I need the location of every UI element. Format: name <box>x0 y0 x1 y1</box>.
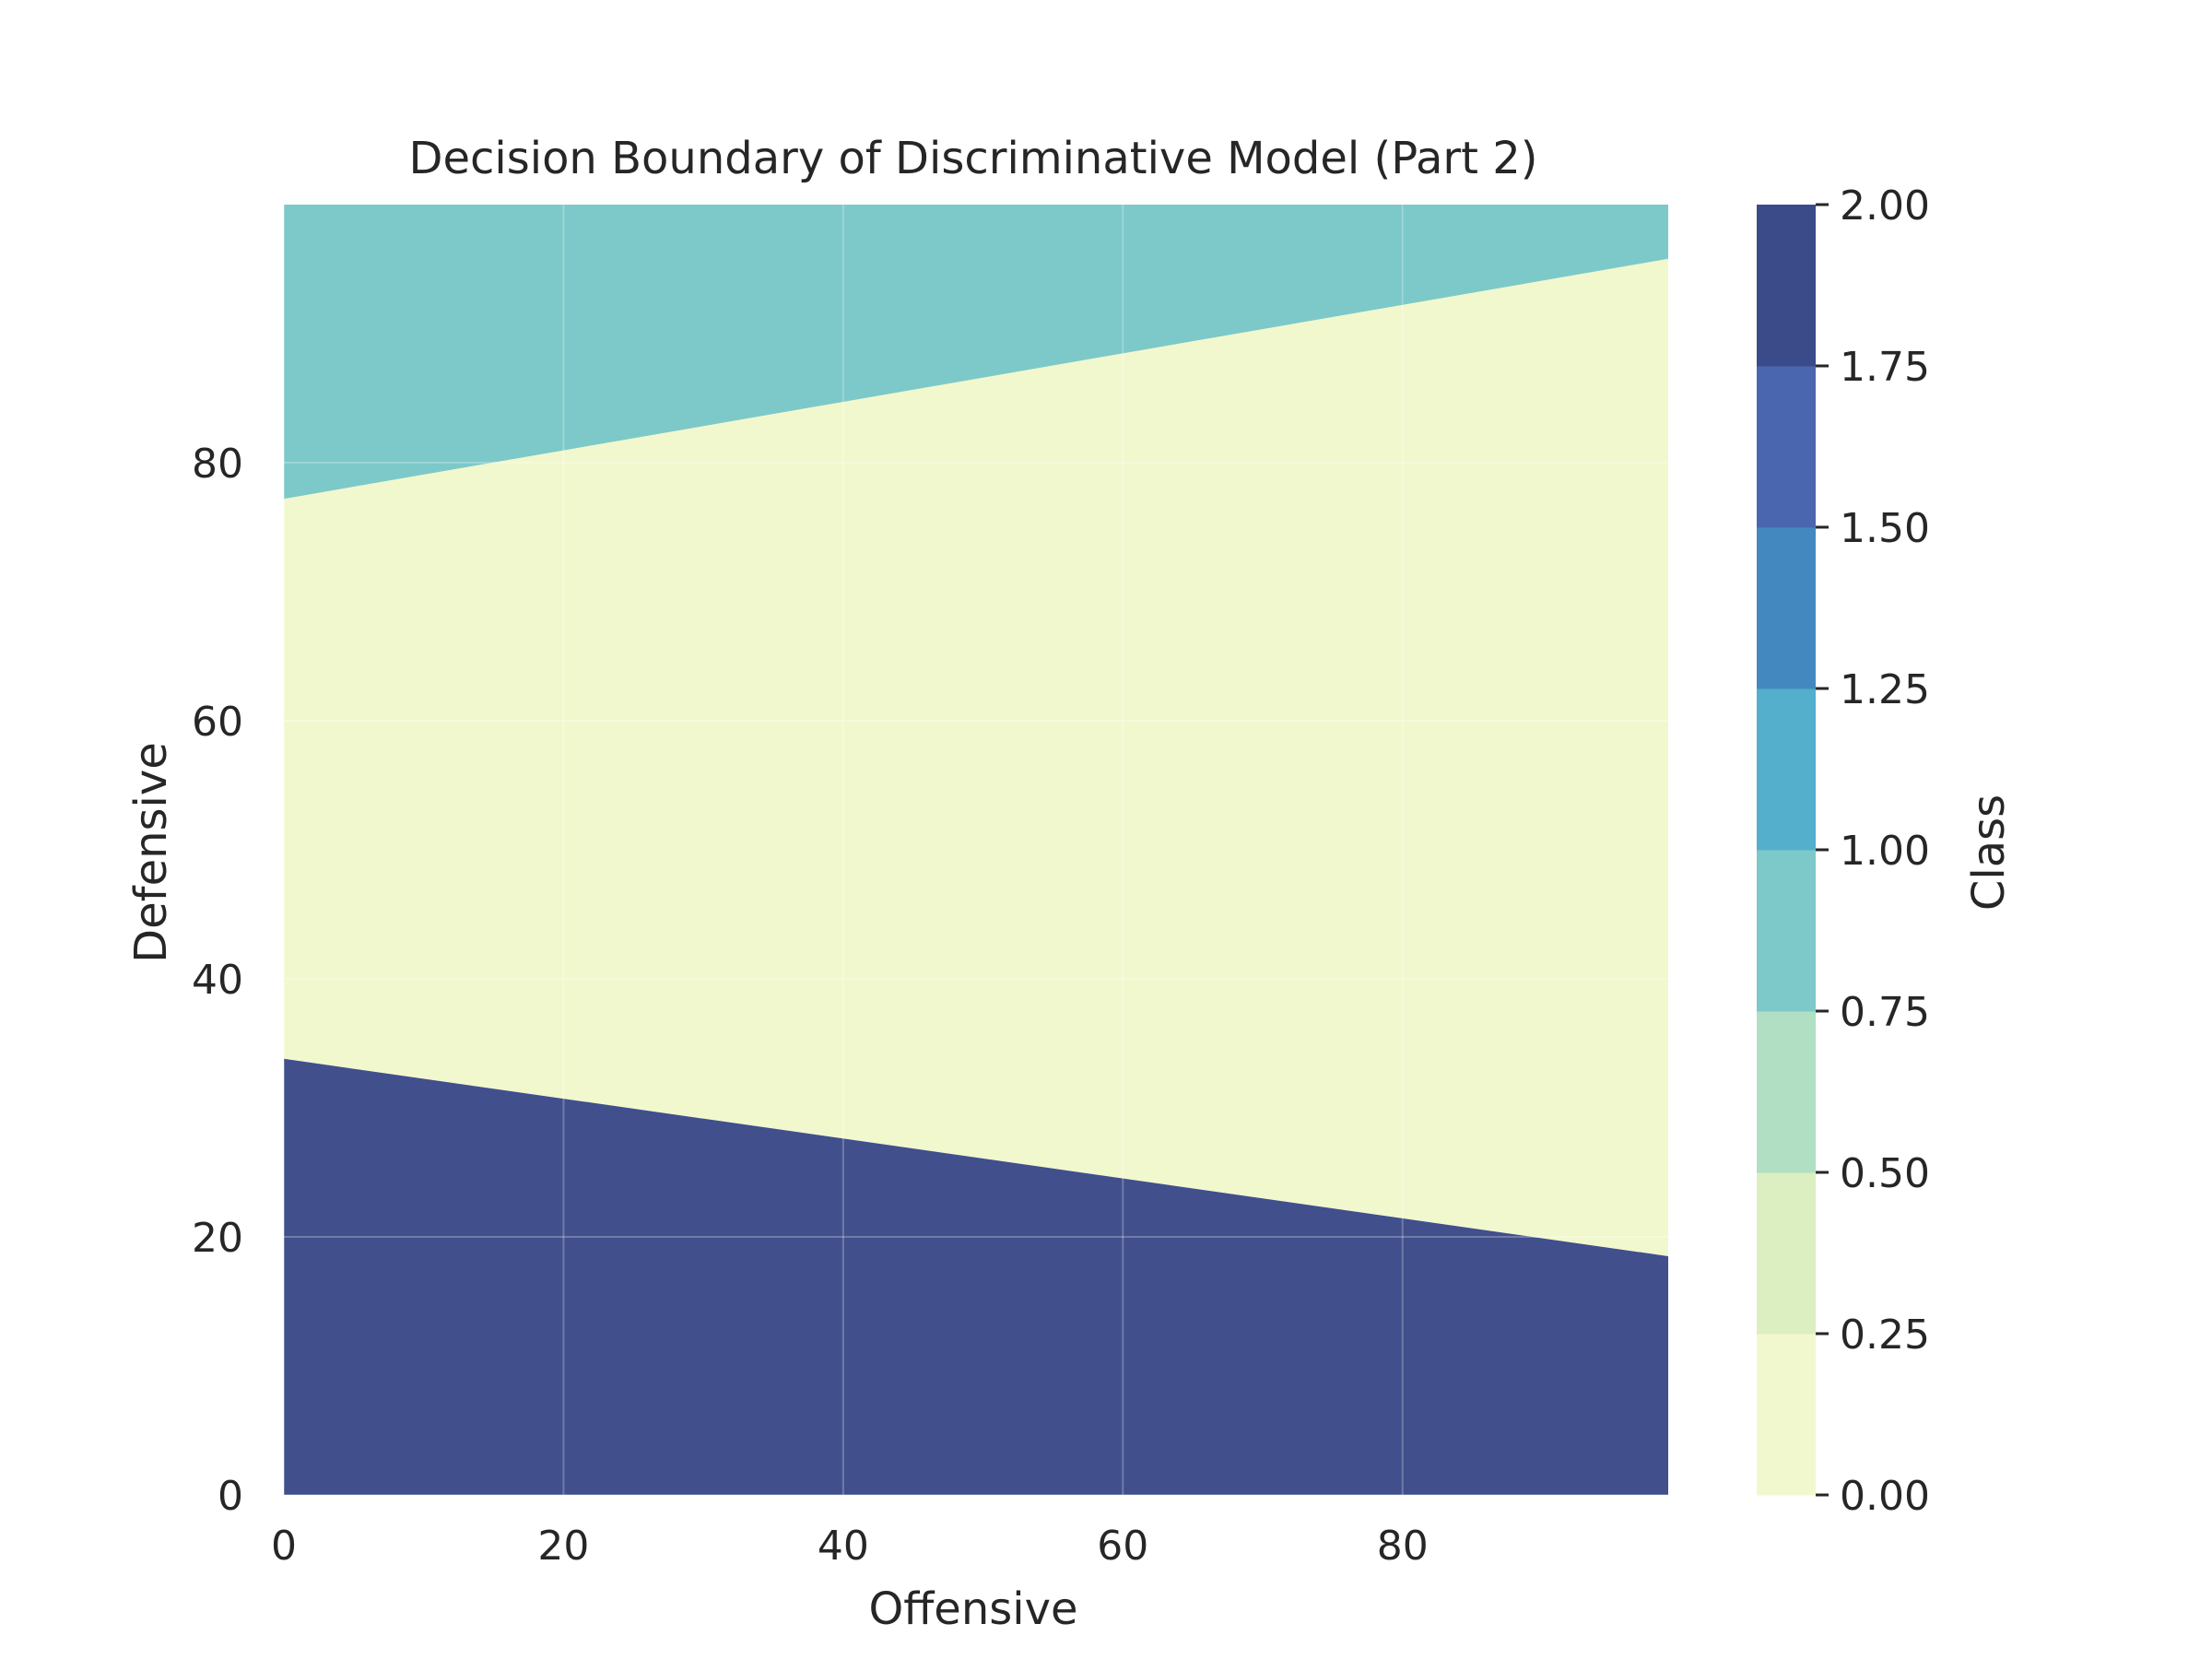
region-class-1 <box>284 205 1668 500</box>
x-tick-label: 20 <box>537 1523 589 1570</box>
colorbar-tick-label: 1.25 <box>1840 666 1930 713</box>
y-axis-ticks: 0 20 40 60 80 <box>192 441 243 1520</box>
x-tick-label: 0 <box>271 1523 297 1570</box>
x-axis-label: Offensive <box>868 1583 1077 1635</box>
y-tick-label: 20 <box>192 1215 243 1262</box>
colorbar: 0.00 0.25 0.50 0.75 1.00 1.25 1.50 1.75 2.00 <box>1757 182 1930 1520</box>
y-tick-label: 40 <box>192 957 243 1004</box>
colorbar-band <box>1757 1011 1816 1173</box>
colorbar-band <box>1757 205 1816 367</box>
x-axis-ticks: 0 20 40 60 80 <box>271 1523 1429 1570</box>
colorbar-tick-label: 1.00 <box>1840 828 1930 875</box>
colorbar-band <box>1757 850 1816 1012</box>
y-tick-label: 0 <box>218 1473 243 1520</box>
x-tick-label: 40 <box>818 1523 869 1570</box>
y-tick-label: 60 <box>192 699 243 746</box>
colorbar-label: Class <box>1963 794 2015 911</box>
x-tick-label: 60 <box>1097 1523 1148 1570</box>
colorbar-tick-label: 2.00 <box>1840 182 1930 229</box>
colorbar-tick-label: 0.25 <box>1840 1312 1930 1359</box>
region-class-2 <box>284 1058 1668 1495</box>
colorbar-band <box>1757 1334 1816 1496</box>
colorbar-tick-label: 1.75 <box>1840 344 1930 391</box>
y-tick-label: 80 <box>192 441 243 488</box>
plot-area <box>283 205 1668 1496</box>
colorbar-tick-label: 1.50 <box>1840 505 1930 552</box>
x-tick-label: 80 <box>1377 1523 1429 1570</box>
y-axis-label: Defensive <box>125 742 177 963</box>
colorbar-tick-label: 0.00 <box>1840 1473 1930 1520</box>
colorbar-band <box>1757 527 1816 689</box>
colorbar-band <box>1757 688 1816 851</box>
chart-title: Decision Boundary of Discriminative Mode… <box>409 133 1538 184</box>
colorbar-tick-label: 0.75 <box>1840 989 1930 1036</box>
colorbar-band <box>1757 1172 1816 1335</box>
colorbar-tick-label: 0.50 <box>1840 1150 1930 1197</box>
colorbar-band <box>1757 366 1816 528</box>
